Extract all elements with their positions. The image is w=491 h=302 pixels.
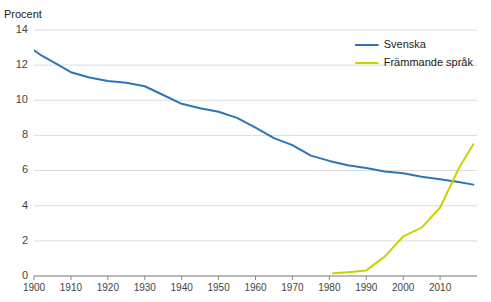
x-axis: 1900 1910 1920 1930 1940 1950 1960 1970 1980 1990… <box>23 276 477 293</box>
x-tick <box>329 276 330 280</box>
x-tick-label: 1960 <box>244 282 267 293</box>
x-tick-label: 1990 <box>355 282 378 293</box>
grid-line <box>34 30 477 31</box>
x-tick-label: 1900 <box>23 282 46 293</box>
x-tick <box>255 276 256 280</box>
grid-line <box>34 170 477 171</box>
legend-label: Främmande språk <box>384 56 474 68</box>
x-tick <box>440 276 441 280</box>
y-tick-label: 6 <box>22 163 28 175</box>
grid-line <box>34 205 477 206</box>
chart: 0246810121419001910192019301940195019601… <box>0 0 491 302</box>
plot-area <box>34 50 473 273</box>
x-tick-label: 1980 <box>318 282 341 293</box>
x-tick <box>181 276 182 280</box>
y-axis: 0 2 4 6 8 10 12 14 <box>16 23 477 281</box>
x-tick <box>107 276 108 280</box>
y-axis-label: Procent <box>4 8 42 20</box>
legend-label: Svenska <box>384 38 427 50</box>
x-tick <box>403 276 404 280</box>
grid-line <box>34 240 477 241</box>
y-tick-label: 10 <box>16 93 28 105</box>
y-tick-label: 12 <box>16 58 28 70</box>
x-tick-label: 1920 <box>97 282 120 293</box>
x-tick-label: 1950 <box>207 282 230 293</box>
y-tick-label: 8 <box>22 128 28 140</box>
x-tick <box>218 276 219 280</box>
x-tick-label: 1940 <box>171 282 194 293</box>
grid-line <box>34 135 477 136</box>
y-tick-label: 0 <box>22 269 28 281</box>
grid-line <box>34 100 477 101</box>
legend-swatch <box>356 62 378 64</box>
x-tick <box>34 276 35 280</box>
x-tick-label: 1970 <box>281 282 304 293</box>
series-line <box>34 50 473 184</box>
x-tick-label: 1930 <box>134 282 157 293</box>
x-tick <box>292 276 293 280</box>
y-tick-label: 2 <box>22 234 28 246</box>
x-tick-label: 1910 <box>60 282 83 293</box>
legend-swatch <box>356 44 378 46</box>
series-line <box>333 144 473 273</box>
x-tick-label: 2000 <box>392 282 415 293</box>
x-tick <box>70 276 71 280</box>
x-tick <box>366 276 367 280</box>
x-tick <box>144 276 145 280</box>
y-tick-label: 14 <box>16 23 28 35</box>
legend: Svenska Främmande språk <box>356 38 474 68</box>
x-tick-label: 2010 <box>429 282 452 293</box>
y-tick-label: 4 <box>22 199 28 211</box>
